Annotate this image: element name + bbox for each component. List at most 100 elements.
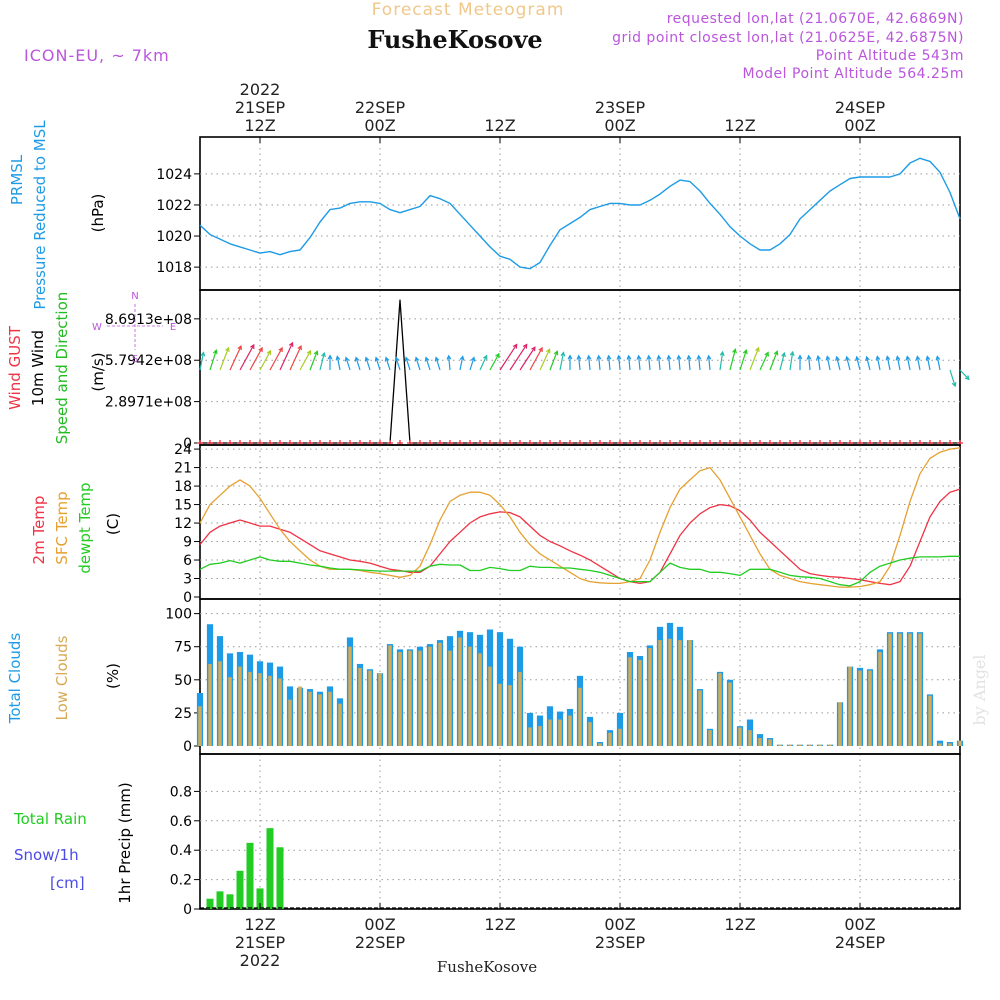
wind-arrow-head	[522, 343, 528, 349]
wind-arrow	[469, 357, 475, 371]
y-tick-label: 0.2	[170, 873, 192, 889]
wind-arrow	[459, 356, 464, 371]
wind-arrow-head	[404, 356, 410, 362]
time-label-top: 12Z	[724, 116, 755, 135]
bar-low-clouds	[198, 706, 202, 746]
bar-low-clouds	[418, 650, 422, 746]
wind-arrow-head	[636, 354, 642, 360]
wind-arrow	[789, 351, 794, 371]
precip-panel: 0 0.2 0.4 0.6 0.8 Total Rain Snow/1h [cm] 1hr Pr…	[13, 753, 961, 918]
wind-arrow-head	[596, 354, 602, 360]
y-tick-label: 25	[174, 706, 192, 722]
bar-low-clouds	[298, 686, 302, 746]
wind-arrow	[355, 357, 361, 371]
wind-arrow	[826, 356, 831, 371]
model-label: ICON-EU, ~ 7km	[24, 46, 170, 65]
wind-arrow	[648, 355, 651, 371]
y-tick-label: 3	[183, 572, 192, 588]
bar-low-clouds	[908, 633, 912, 746]
wind-arrow-head	[335, 355, 341, 361]
wind-arrow	[598, 355, 601, 371]
bar-low-clouds	[268, 675, 272, 746]
wind-arrow-head	[483, 354, 488, 360]
wind-arrow	[698, 355, 701, 371]
wind-arrow-head	[560, 351, 566, 357]
wind-arrow-head	[225, 346, 230, 352]
wind-arrow	[846, 356, 851, 371]
wind-arrow	[249, 347, 263, 371]
wind-arrow-head	[895, 355, 901, 361]
y-tick-label: 0	[183, 739, 192, 755]
bar-low-clouds	[788, 744, 792, 746]
y-tick-label: 1020	[156, 229, 192, 245]
bar-low-clouds	[558, 719, 562, 746]
model-point-altitude: Model Point Altitude 564.25m	[743, 66, 964, 82]
bar-total-rain	[256, 888, 264, 909]
bar-low-clouds	[898, 633, 902, 746]
time-label-top: 00Z	[364, 116, 395, 135]
wind-arrow-head	[266, 349, 272, 355]
bar-low-clouds	[708, 730, 712, 746]
y-tick-label: 24	[174, 442, 192, 458]
y-tick-label: 50	[174, 673, 192, 689]
wind-arrow-head	[773, 350, 779, 356]
y-tick-label: 0.6	[170, 814, 192, 830]
wind-arrow-head	[706, 354, 712, 360]
panel-frame	[199, 753, 961, 910]
bar-low-clouds	[598, 743, 602, 746]
bar-low-clouds	[948, 743, 952, 746]
wind-arrow	[259, 350, 272, 371]
compass-n: N	[131, 291, 138, 302]
ylabel-low-clouds: Low Clouds	[53, 635, 71, 720]
wind-arrow-head	[855, 355, 860, 361]
wind-arrow	[559, 352, 565, 371]
bar-low-clouds	[748, 730, 752, 746]
bar-low-clouds	[208, 663, 212, 746]
time-label-top: 23SEP	[595, 98, 646, 117]
bar-low-clouds	[308, 691, 312, 746]
wind-arrow-head	[935, 355, 941, 361]
ylabel-2m-temp: 2m Temp	[30, 496, 48, 565]
wind-arrow	[936, 356, 941, 371]
ylabel-speed-direction: Speed and Direction	[53, 292, 71, 445]
time-label-top: 12Z	[484, 116, 515, 135]
bar-low-clouds	[618, 728, 622, 746]
bar-low-clouds	[228, 677, 232, 746]
legend-snow-unit: [cm]	[50, 874, 85, 892]
bar-low-clouds	[358, 667, 362, 746]
wind-arrow-head	[553, 350, 559, 356]
wind-arrow	[866, 356, 871, 371]
bar-low-clouds	[758, 738, 762, 746]
wind-arrow	[549, 351, 558, 371]
wind-arrow-head	[327, 354, 333, 360]
wind-arrow-head	[885, 355, 891, 361]
bar-low-clouds	[438, 642, 442, 746]
wind-arrow	[779, 352, 785, 371]
bar-low-clouds	[348, 646, 352, 746]
wind-arrow-head	[394, 356, 400, 362]
wind-arrow-head	[538, 346, 543, 352]
bar-low-clouds	[728, 682, 732, 746]
wind-arrow-head	[646, 354, 652, 360]
wind-arrow-head	[781, 351, 786, 358]
bar-low-clouds	[218, 661, 222, 746]
bar-low-clouds	[408, 650, 412, 746]
bar-low-clouds	[238, 666, 242, 746]
y-tick-label: 100	[165, 607, 192, 623]
y-tick-label: 0	[183, 436, 192, 452]
bar-low-clouds	[398, 652, 402, 746]
wind-arrow	[345, 357, 351, 371]
bar-total-rain	[226, 894, 234, 909]
unit-percent: (%)	[104, 663, 122, 689]
bar-low-clouds	[868, 670, 872, 746]
wind-arrow-head	[567, 354, 573, 360]
wind-arrow-head	[424, 356, 430, 362]
wind-arrow-head	[696, 354, 702, 360]
bar-total-rain	[236, 870, 244, 909]
bar-low-clouds	[278, 678, 282, 746]
wind-arrow-head	[354, 356, 360, 362]
bar-low-clouds	[958, 740, 962, 746]
wind-arrow	[876, 356, 881, 371]
closest-location: grid point closest lon,lat (21.0625E, 42…	[612, 30, 964, 46]
time-label-bottom: 12Z	[724, 915, 755, 934]
